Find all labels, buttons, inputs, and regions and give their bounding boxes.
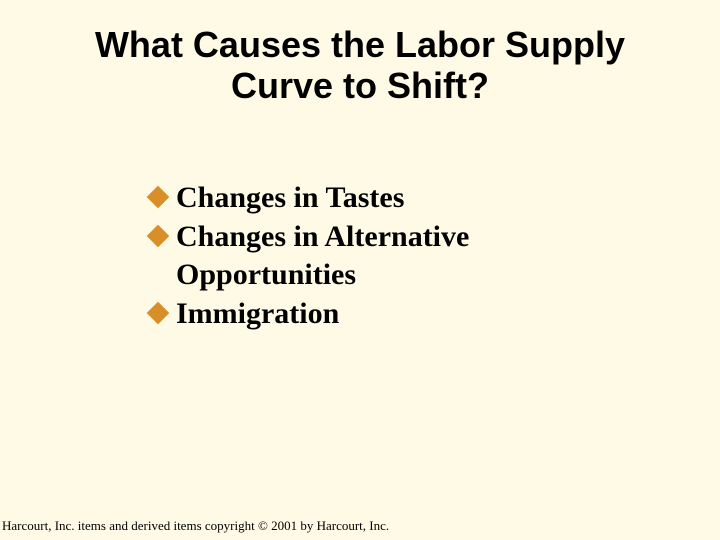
bullet-text: Changes in Alternative Opportunities <box>176 218 620 293</box>
bullet-text: Changes in Tastes <box>176 179 404 217</box>
bullet-list: Changes in Tastes Changes in Alternative… <box>150 179 620 333</box>
bullet-item: Changes in Alternative Opportunities <box>150 218 620 293</box>
copyright-footer: Harcourt, Inc. items and derived items c… <box>2 518 389 534</box>
diamond-icon <box>147 185 170 208</box>
slide-title: What Causes the Labor Supply Curve to Sh… <box>40 24 680 107</box>
diamond-icon <box>147 225 170 248</box>
bullet-text: Immigration <box>176 295 339 333</box>
bullet-item: Changes in Tastes <box>150 179 620 217</box>
slide: What Causes the Labor Supply Curve to Sh… <box>0 0 720 540</box>
diamond-icon <box>147 302 170 325</box>
bullet-item: Immigration <box>150 295 620 333</box>
